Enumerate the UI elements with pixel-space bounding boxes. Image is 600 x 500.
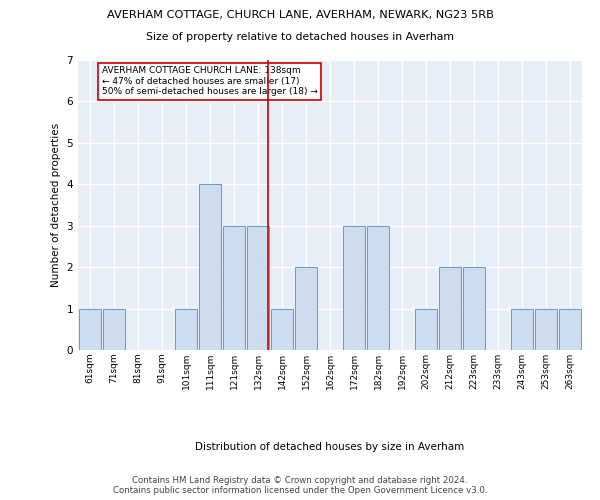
Y-axis label: Number of detached properties: Number of detached properties	[51, 123, 61, 287]
Bar	[247, 226, 269, 350]
Bar	[511, 308, 533, 350]
Bar	[271, 308, 293, 350]
Text: Contains HM Land Registry data © Crown copyright and database right 2024.
Contai: Contains HM Land Registry data © Crown c…	[113, 476, 487, 495]
Text: AVERHAM COTTAGE, CHURCH LANE, AVERHAM, NEWARK, NG23 5RB: AVERHAM COTTAGE, CHURCH LANE, AVERHAM, N…	[107, 10, 493, 20]
Text: AVERHAM COTTAGE CHURCH LANE: 138sqm
← 47% of detached houses are smaller (17)
50: AVERHAM COTTAGE CHURCH LANE: 138sqm ← 47…	[102, 66, 318, 96]
Bar	[415, 308, 437, 350]
Bar	[367, 226, 389, 350]
Bar	[343, 226, 365, 350]
Bar	[559, 308, 581, 350]
Bar	[199, 184, 221, 350]
Bar	[79, 308, 101, 350]
Bar	[223, 226, 245, 350]
X-axis label: Distribution of detached houses by size in Averham: Distribution of detached houses by size …	[196, 442, 464, 452]
Bar	[463, 267, 485, 350]
Bar	[175, 308, 197, 350]
Bar	[535, 308, 557, 350]
Bar	[295, 267, 317, 350]
Text: Size of property relative to detached houses in Averham: Size of property relative to detached ho…	[146, 32, 454, 42]
Bar	[439, 267, 461, 350]
Bar	[103, 308, 125, 350]
